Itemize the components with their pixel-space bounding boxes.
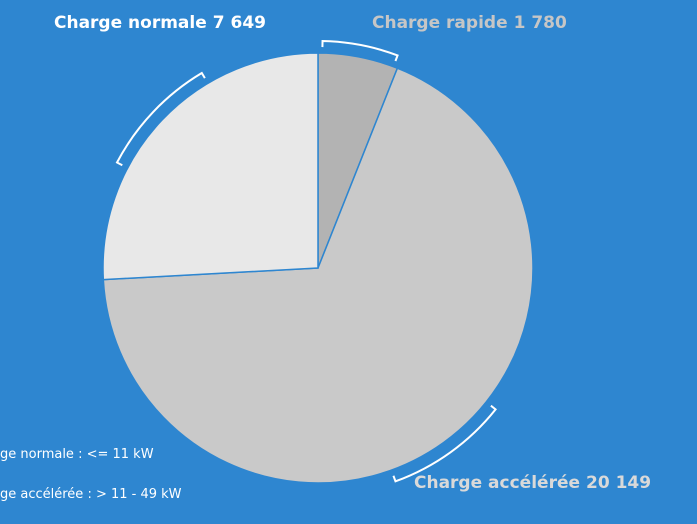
slice-label-name: Charge rapide bbox=[372, 13, 508, 33]
pie-slice bbox=[102, 52, 319, 281]
legend-text: ge normale : <= 11 kW bbox=[0, 447, 154, 462]
slice-label: Charge rapide 1 780 bbox=[372, 13, 567, 33]
bracket bbox=[115, 71, 206, 167]
slice-label-value: 7 649 bbox=[213, 13, 266, 33]
slice-label: Charge accélérée 20 149 bbox=[414, 473, 651, 493]
bracket bbox=[321, 40, 399, 62]
legend-text: ge accélérée : > 11 - 49 kW bbox=[0, 487, 182, 502]
bracket bbox=[392, 404, 497, 483]
slice-label-name: Charge accélérée bbox=[414, 473, 580, 493]
slice-label: Charge normale 7 649 bbox=[54, 13, 266, 33]
slice-label-value: 20 149 bbox=[586, 473, 651, 493]
slice-label-value: 1 780 bbox=[514, 13, 567, 33]
pie-slice bbox=[102, 67, 534, 484]
slice-label-name: Charge normale bbox=[54, 13, 207, 33]
